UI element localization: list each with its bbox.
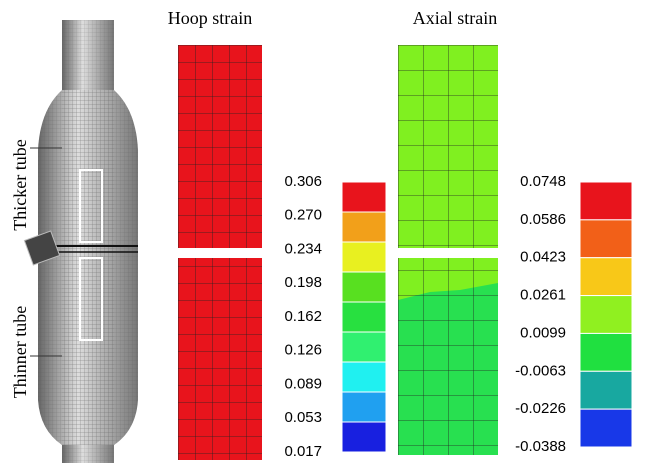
legend-swatch xyxy=(342,332,386,362)
legend-swatch xyxy=(580,220,632,258)
page: Thicker tube Thinner tube Hoop strain Ax… xyxy=(0,0,662,463)
tube-photo xyxy=(24,20,138,463)
legend-label: 0.017 xyxy=(284,443,322,460)
legend-swatch xyxy=(342,272,386,302)
legend-swatch xyxy=(342,242,386,272)
legend-swatch xyxy=(342,302,386,332)
panel-title: Hoop strain xyxy=(168,8,253,28)
legend-label: 0.0261 xyxy=(520,287,566,304)
legend-swatch xyxy=(580,409,632,447)
legend-swatch xyxy=(580,182,632,220)
legend-swatch xyxy=(342,212,386,242)
legend-swatch xyxy=(342,422,386,452)
legend-swatch xyxy=(580,371,632,409)
axial-contour xyxy=(398,45,498,455)
legend-label: 0.162 xyxy=(284,308,322,325)
legend-label: 0.126 xyxy=(284,342,322,359)
legend-label: 0.053 xyxy=(284,409,322,426)
panel-title: Axial strain xyxy=(413,8,497,28)
legend-swatch xyxy=(580,258,632,296)
legend-swatch xyxy=(342,392,386,422)
legend-label: 0.0748 xyxy=(520,173,566,190)
legend-swatch xyxy=(342,362,386,392)
figure: Thicker tube Thinner tube Hoop strain Ax… xyxy=(0,0,662,463)
legend-swatch xyxy=(580,296,632,334)
hoop-contour xyxy=(178,45,262,460)
legend-label: 0.234 xyxy=(284,240,322,257)
legend-label: -0.0063 xyxy=(515,362,566,379)
legend-label: 0.270 xyxy=(284,207,322,224)
legend-label: 0.0423 xyxy=(520,249,566,266)
legend-swatch xyxy=(580,333,632,371)
legend-label: -0.0226 xyxy=(515,400,566,417)
legend-label: -0.0388 xyxy=(515,438,566,455)
legend-label: 0.089 xyxy=(284,375,322,392)
legend-label: 0.306 xyxy=(284,173,322,190)
tube-label: Thicker tube xyxy=(10,139,30,230)
legend-swatch xyxy=(342,182,386,212)
legend-label: 0.0099 xyxy=(520,324,566,341)
legend-label: 0.0586 xyxy=(520,211,566,228)
tube-label: Thinner tube xyxy=(10,306,30,398)
legend-label: 0.198 xyxy=(284,274,322,291)
